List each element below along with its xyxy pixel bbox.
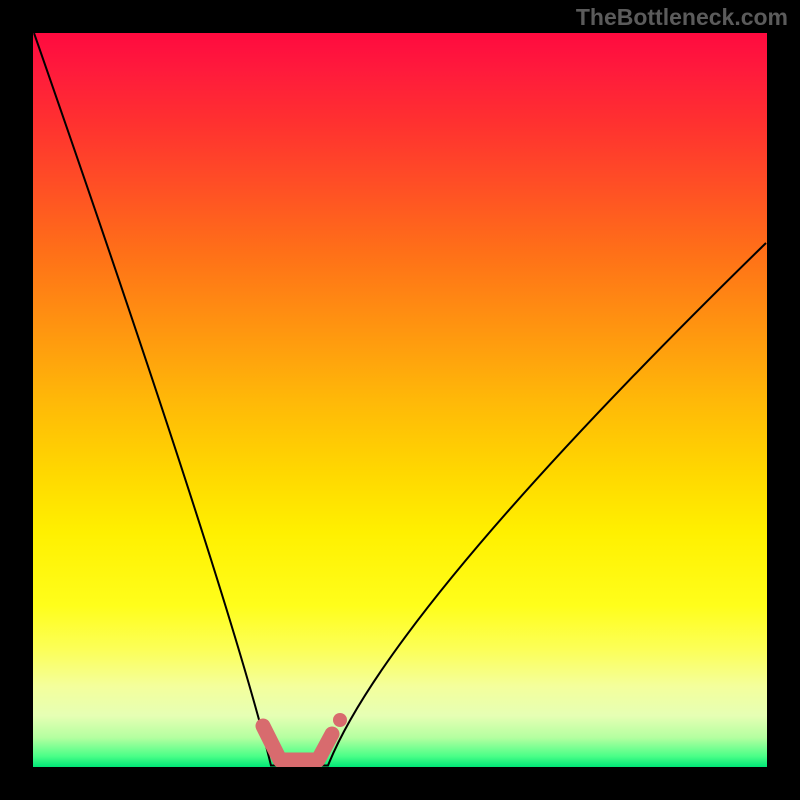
marker-dot: [333, 713, 347, 727]
chart-svg: [0, 0, 800, 800]
chart-stage: TheBottleneck.com: [0, 0, 800, 800]
plot-gradient-background: [33, 33, 767, 767]
